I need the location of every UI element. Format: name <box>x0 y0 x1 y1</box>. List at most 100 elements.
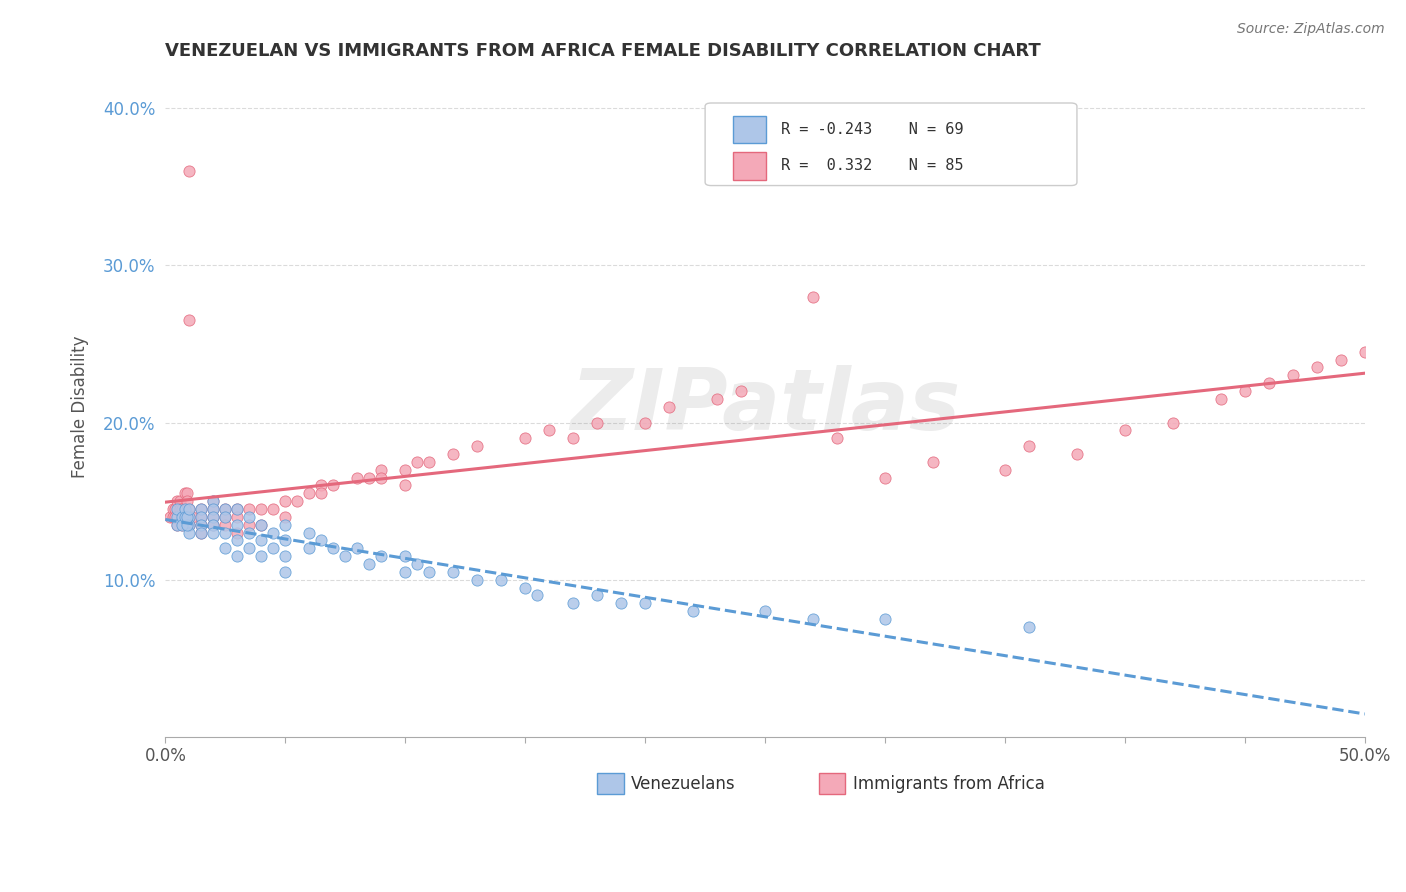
Point <box>214 509 236 524</box>
Point <box>214 502 236 516</box>
Text: Source: ZipAtlas.com: Source: ZipAtlas.com <box>1237 22 1385 37</box>
Point <box>262 541 284 556</box>
Point <box>346 470 368 484</box>
Point <box>238 509 260 524</box>
Point <box>562 596 585 610</box>
Point <box>1330 352 1353 367</box>
Point <box>634 596 657 610</box>
Point <box>1233 384 1256 398</box>
Text: R = -0.243    N = 69: R = -0.243 N = 69 <box>780 122 963 137</box>
Point <box>1306 360 1329 375</box>
Point <box>190 517 212 532</box>
Point <box>322 541 344 556</box>
Point <box>190 502 212 516</box>
Point <box>586 416 609 430</box>
Point <box>226 502 249 516</box>
Point <box>346 541 368 556</box>
Point <box>634 416 657 430</box>
Point <box>202 509 225 524</box>
Point <box>202 494 225 508</box>
Point <box>1354 344 1376 359</box>
Point <box>179 164 201 178</box>
Point <box>214 517 236 532</box>
Point <box>274 565 297 579</box>
Text: R =  0.332    N = 85: R = 0.332 N = 85 <box>780 158 963 173</box>
Point <box>801 290 824 304</box>
Point <box>173 509 195 524</box>
Point <box>335 549 357 563</box>
Point <box>172 509 194 524</box>
Text: ZIPatlas: ZIPatlas <box>569 366 960 449</box>
Point <box>298 525 321 540</box>
Point <box>166 509 188 524</box>
Point <box>179 509 201 524</box>
Point <box>163 502 186 516</box>
Point <box>166 517 188 532</box>
Point <box>1018 439 1040 453</box>
Point <box>285 494 308 508</box>
Point <box>202 502 225 516</box>
Point <box>226 509 249 524</box>
Point <box>214 502 236 516</box>
Point <box>465 439 488 453</box>
Point <box>274 509 297 524</box>
Point <box>214 525 236 540</box>
Point <box>238 541 260 556</box>
Point <box>179 517 201 532</box>
Point <box>825 431 848 445</box>
Point <box>262 525 284 540</box>
Point <box>172 517 194 532</box>
Point <box>214 509 236 524</box>
Point <box>250 517 273 532</box>
Point <box>202 502 225 516</box>
Point <box>226 549 249 563</box>
Point <box>311 486 333 500</box>
Point <box>1161 416 1184 430</box>
Point <box>214 541 236 556</box>
Point <box>274 494 297 508</box>
Point <box>172 517 194 532</box>
Point <box>169 494 191 508</box>
Point <box>202 517 225 532</box>
Point <box>873 612 896 626</box>
Point <box>226 525 249 540</box>
Point <box>179 525 201 540</box>
Bar <box>820 773 845 795</box>
Point <box>166 502 188 516</box>
Point <box>163 509 186 524</box>
Point <box>274 549 297 563</box>
Point <box>179 517 201 532</box>
Point <box>190 502 212 516</box>
Point <box>179 502 201 516</box>
Point <box>311 533 333 548</box>
Point <box>238 502 260 516</box>
Point <box>394 549 416 563</box>
Point <box>658 400 681 414</box>
Point <box>159 509 181 524</box>
Point <box>176 494 198 508</box>
Point <box>202 525 225 540</box>
Point <box>173 502 195 516</box>
Point <box>226 517 249 532</box>
Point <box>166 517 188 532</box>
Point <box>226 533 249 548</box>
Point <box>1282 368 1305 383</box>
Point <box>311 478 333 492</box>
Point <box>202 517 225 532</box>
Text: Immigrants from Africa: Immigrants from Africa <box>852 775 1045 793</box>
Point <box>730 384 752 398</box>
Point <box>706 392 728 406</box>
Point <box>202 494 225 508</box>
Point <box>441 447 464 461</box>
Point <box>169 502 191 516</box>
Point <box>162 509 184 524</box>
Point <box>922 455 945 469</box>
Point <box>179 313 201 327</box>
Point <box>238 517 260 532</box>
Point <box>359 470 381 484</box>
Point <box>418 565 440 579</box>
Bar <box>598 773 623 795</box>
Text: VENEZUELAN VS IMMIGRANTS FROM AFRICA FEMALE DISABILITY CORRELATION CHART: VENEZUELAN VS IMMIGRANTS FROM AFRICA FEM… <box>166 42 1040 60</box>
Point <box>173 486 195 500</box>
Point <box>162 502 184 516</box>
